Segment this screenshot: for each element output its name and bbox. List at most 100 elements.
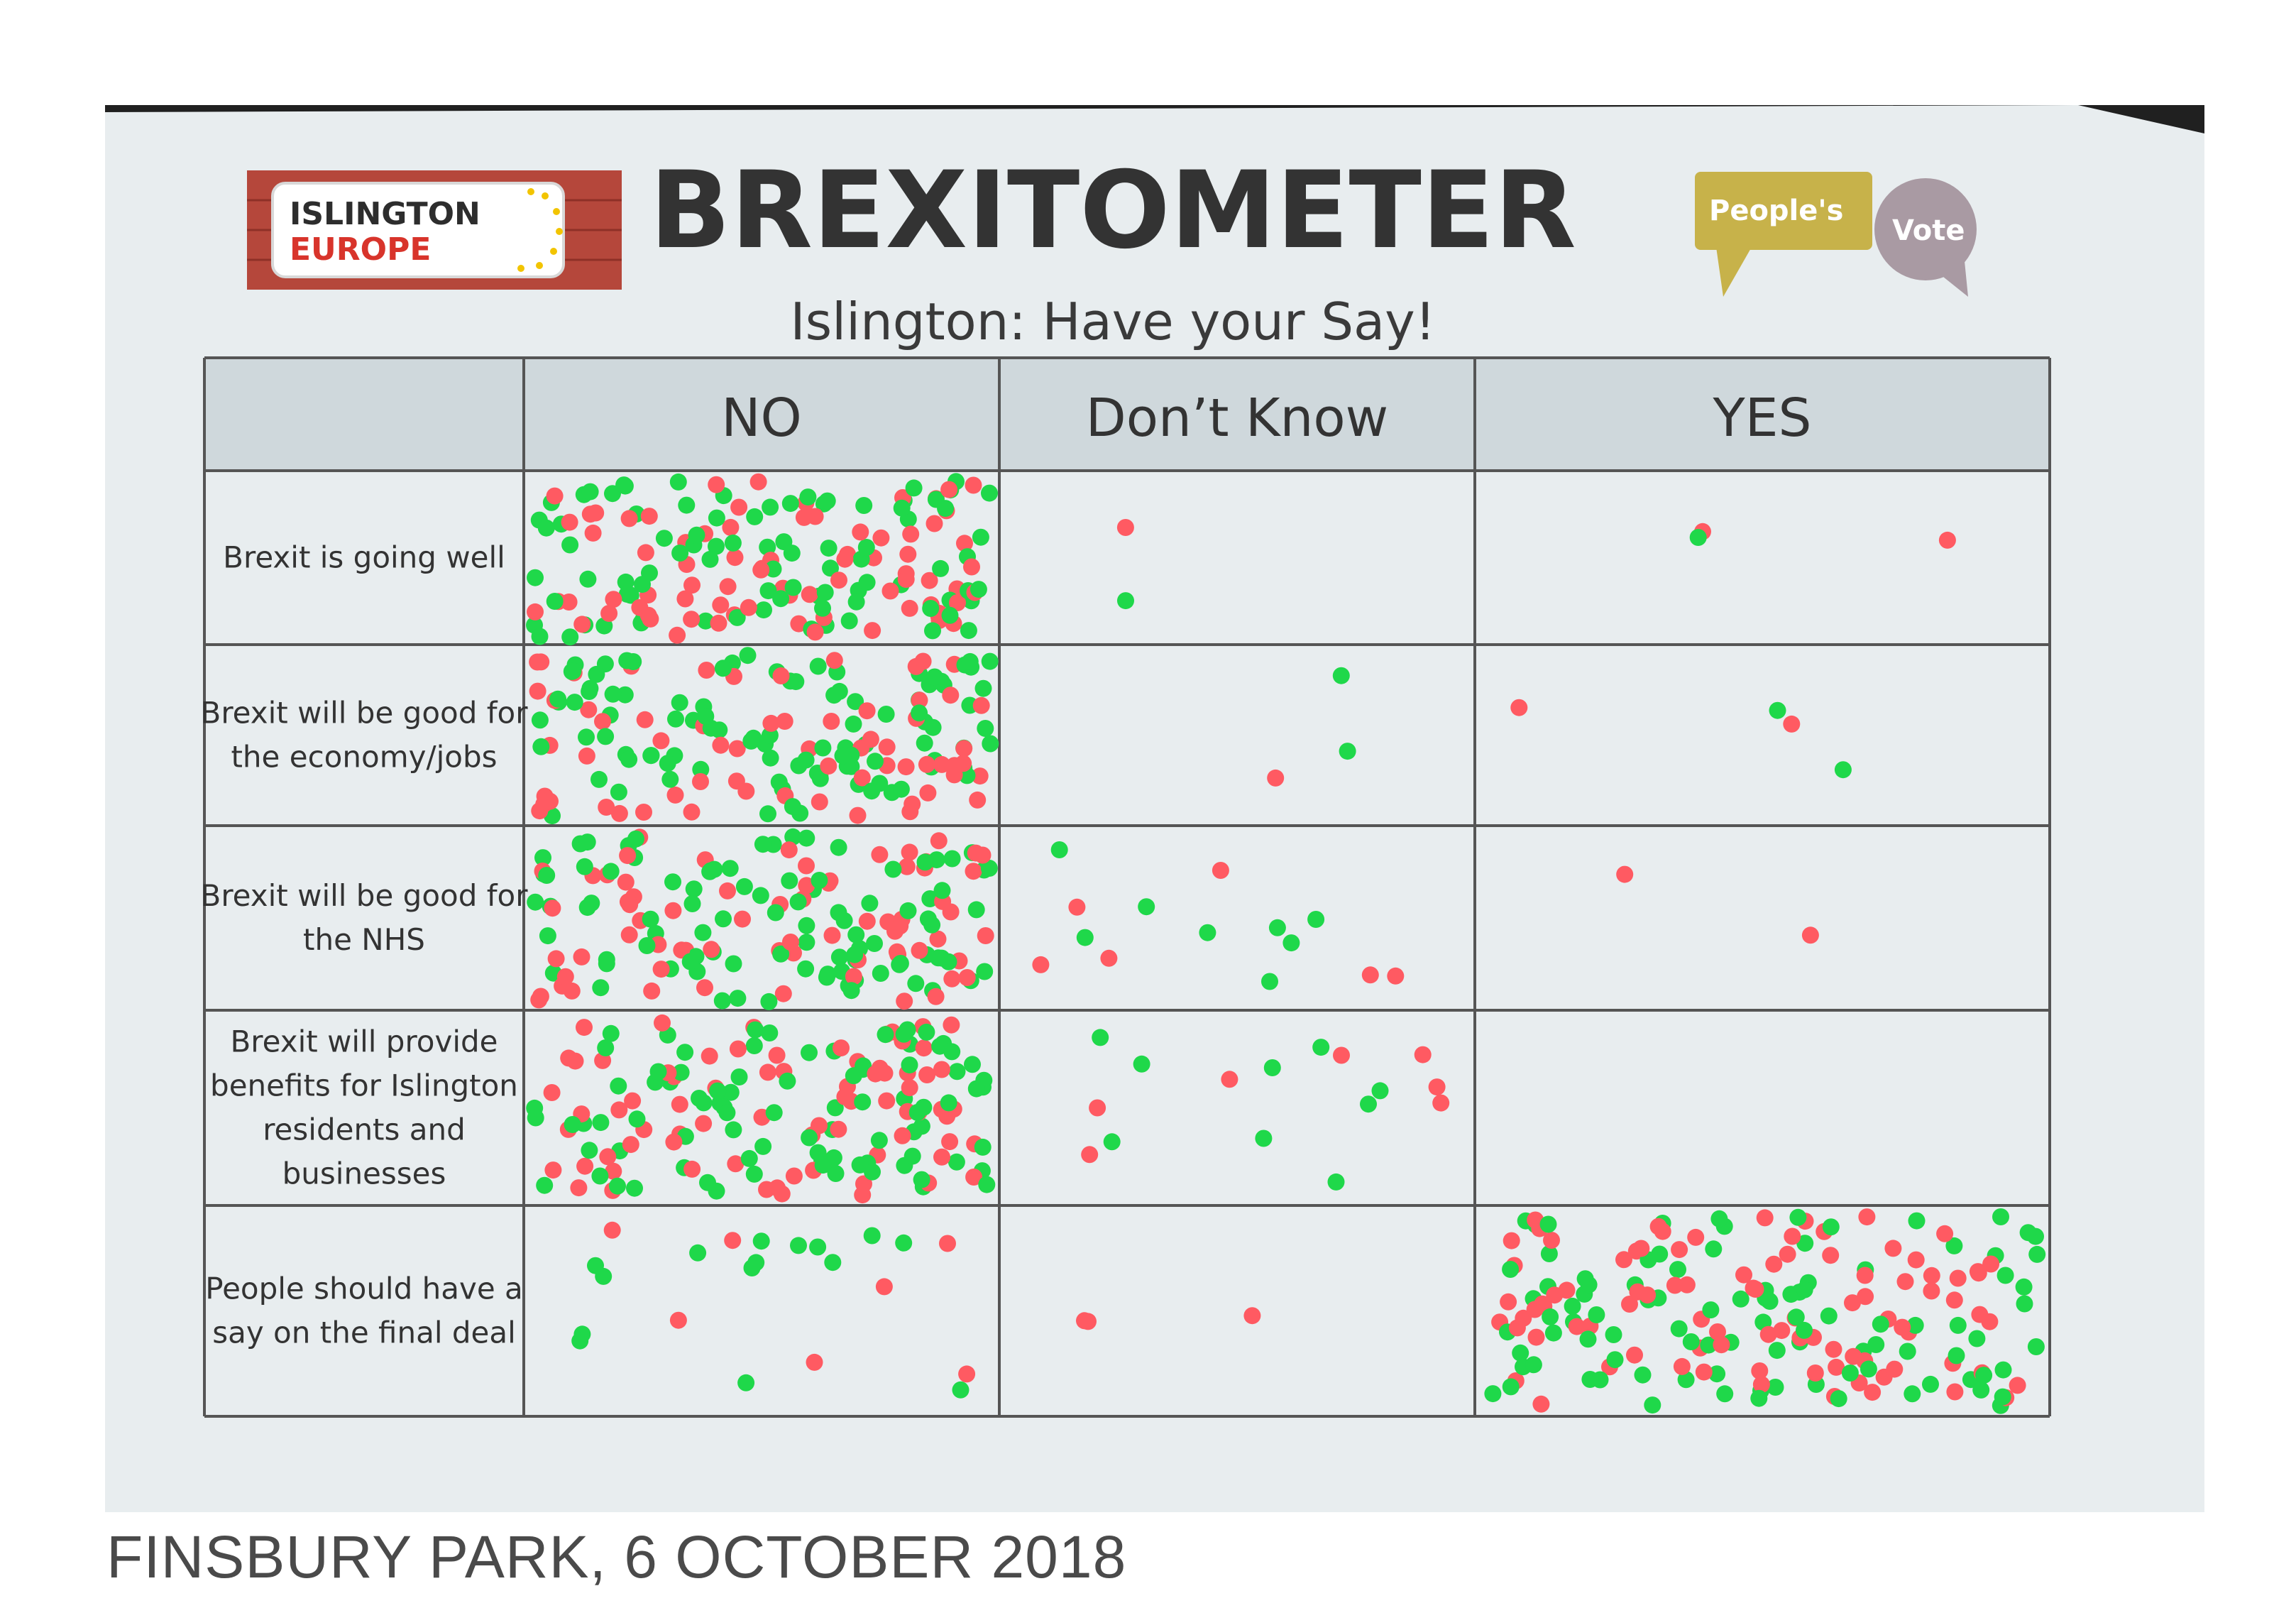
- vote-sticker: [746, 508, 764, 525]
- vote-sticker: [1844, 1294, 1861, 1312]
- vote-sticker: [591, 1167, 609, 1185]
- vote-sticker: [1689, 529, 1707, 546]
- vote-sticker: [823, 713, 840, 730]
- vote-sticker: [1621, 1296, 1638, 1313]
- vote-sticker: [576, 1157, 594, 1175]
- vote-sticker: [1695, 1363, 1713, 1381]
- vote-sticker: [579, 570, 597, 588]
- eu-stars-icon: [517, 188, 563, 272]
- row-label-3-line-1: benefits for Islington: [210, 1068, 518, 1103]
- vote-sticker: [1761, 1293, 1779, 1310]
- vote-sticker: [698, 662, 715, 679]
- vote-sticker: [798, 917, 815, 934]
- vote-sticker: [830, 838, 847, 856]
- vote-sticker: [825, 652, 843, 669]
- vote-sticker: [743, 1259, 761, 1276]
- vote-sticker: [591, 770, 608, 788]
- vote-sticker: [726, 549, 744, 567]
- vote-sticker: [1432, 1094, 1450, 1112]
- vote-sticker: [878, 1092, 896, 1110]
- vote-sticker: [1512, 1344, 1529, 1362]
- vote-sticker: [1484, 1385, 1502, 1403]
- vote-sticker: [764, 560, 782, 578]
- vote-sticker: [699, 1174, 716, 1191]
- vote-sticker: [759, 805, 776, 823]
- vote-sticker: [560, 1049, 578, 1067]
- vote-sticker: [542, 792, 559, 810]
- row-label-2-line-1: the NHS: [303, 922, 425, 957]
- vote-sticker: [846, 946, 864, 963]
- vote-sticker: [1666, 1276, 1683, 1294]
- vote-sticker: [594, 1051, 612, 1069]
- vote-sticker: [1923, 1267, 1940, 1284]
- vote-sticker: [628, 1110, 646, 1128]
- vote-sticker: [797, 960, 815, 978]
- vote-sticker: [1510, 699, 1528, 716]
- row-label-0-line-0: Brexit is going well: [223, 540, 505, 575]
- vote-sticker: [742, 732, 760, 750]
- vote-sticker: [916, 853, 934, 871]
- vote-sticker: [1068, 898, 1086, 916]
- vote-sticker: [683, 576, 701, 594]
- vote-sticker: [1515, 1309, 1532, 1327]
- vote-sticker: [977, 927, 994, 944]
- vote-sticker: [740, 1149, 758, 1167]
- vote-sticker: [905, 479, 923, 497]
- vote-sticker: [907, 975, 925, 992]
- vote-sticker: [768, 1046, 786, 1064]
- vote-sticker: [918, 1023, 935, 1041]
- vote-sticker: [1782, 1286, 1800, 1303]
- vote-sticker: [1994, 1361, 2012, 1379]
- vote-sticker: [1975, 1367, 1993, 1384]
- vote-sticker: [1769, 701, 1786, 719]
- vote-sticker: [1678, 1276, 1696, 1293]
- vote-sticker: [861, 895, 879, 912]
- vote-sticker: [734, 910, 751, 928]
- vote-sticker: [932, 559, 950, 577]
- vote-sticker: [602, 863, 620, 880]
- vote-sticker: [1116, 519, 1134, 536]
- vote-sticker: [701, 1047, 718, 1065]
- vote-sticker: [531, 711, 549, 729]
- vote-sticker: [1747, 1281, 1764, 1298]
- vote-sticker: [871, 846, 889, 863]
- vote-sticker: [924, 718, 942, 736]
- vote-sticker: [811, 1117, 828, 1134]
- vote-sticker: [626, 1179, 643, 1197]
- vote-sticker: [1759, 1325, 1777, 1343]
- vote-sticker: [627, 830, 644, 848]
- vote-sticker: [978, 1176, 996, 1193]
- vote-sticker: [901, 599, 918, 617]
- vote-sticker: [1532, 1395, 1550, 1413]
- vote-sticker: [1864, 1384, 1882, 1401]
- vote-sticker: [822, 559, 839, 577]
- vote-sticker: [1534, 1295, 1551, 1313]
- vote-sticker: [929, 930, 947, 948]
- vote-sticker: [610, 1101, 628, 1119]
- vote-sticker: [818, 492, 836, 510]
- vote-sticker: [755, 601, 772, 619]
- vote-sticker: [806, 623, 824, 641]
- vote-sticker: [1796, 1281, 1813, 1298]
- vote-sticker: [1339, 743, 1356, 760]
- vote-sticker: [948, 1063, 966, 1081]
- vote-sticker: [834, 747, 852, 765]
- vote-sticker: [616, 686, 634, 704]
- vote-sticker: [752, 887, 769, 904]
- vote-sticker: [1789, 1208, 1807, 1226]
- vote-sticker: [1996, 1267, 2014, 1284]
- vote-sticker: [1858, 1208, 1876, 1226]
- vote-sticker: [1527, 1328, 1545, 1346]
- vote-sticker: [765, 1104, 783, 1122]
- vote-sticker: [747, 1021, 764, 1039]
- vote-sticker: [806, 508, 824, 525]
- vote-sticker: [1796, 1321, 1813, 1339]
- vote-sticker: [826, 1099, 844, 1117]
- vote-sticker: [899, 545, 917, 563]
- vote-sticker: [665, 1133, 683, 1151]
- vote-sticker: [695, 1115, 713, 1132]
- vote-sticker: [661, 770, 679, 788]
- vote-sticker: [814, 739, 832, 757]
- vote-sticker: [897, 758, 915, 776]
- vote-sticker: [597, 728, 615, 745]
